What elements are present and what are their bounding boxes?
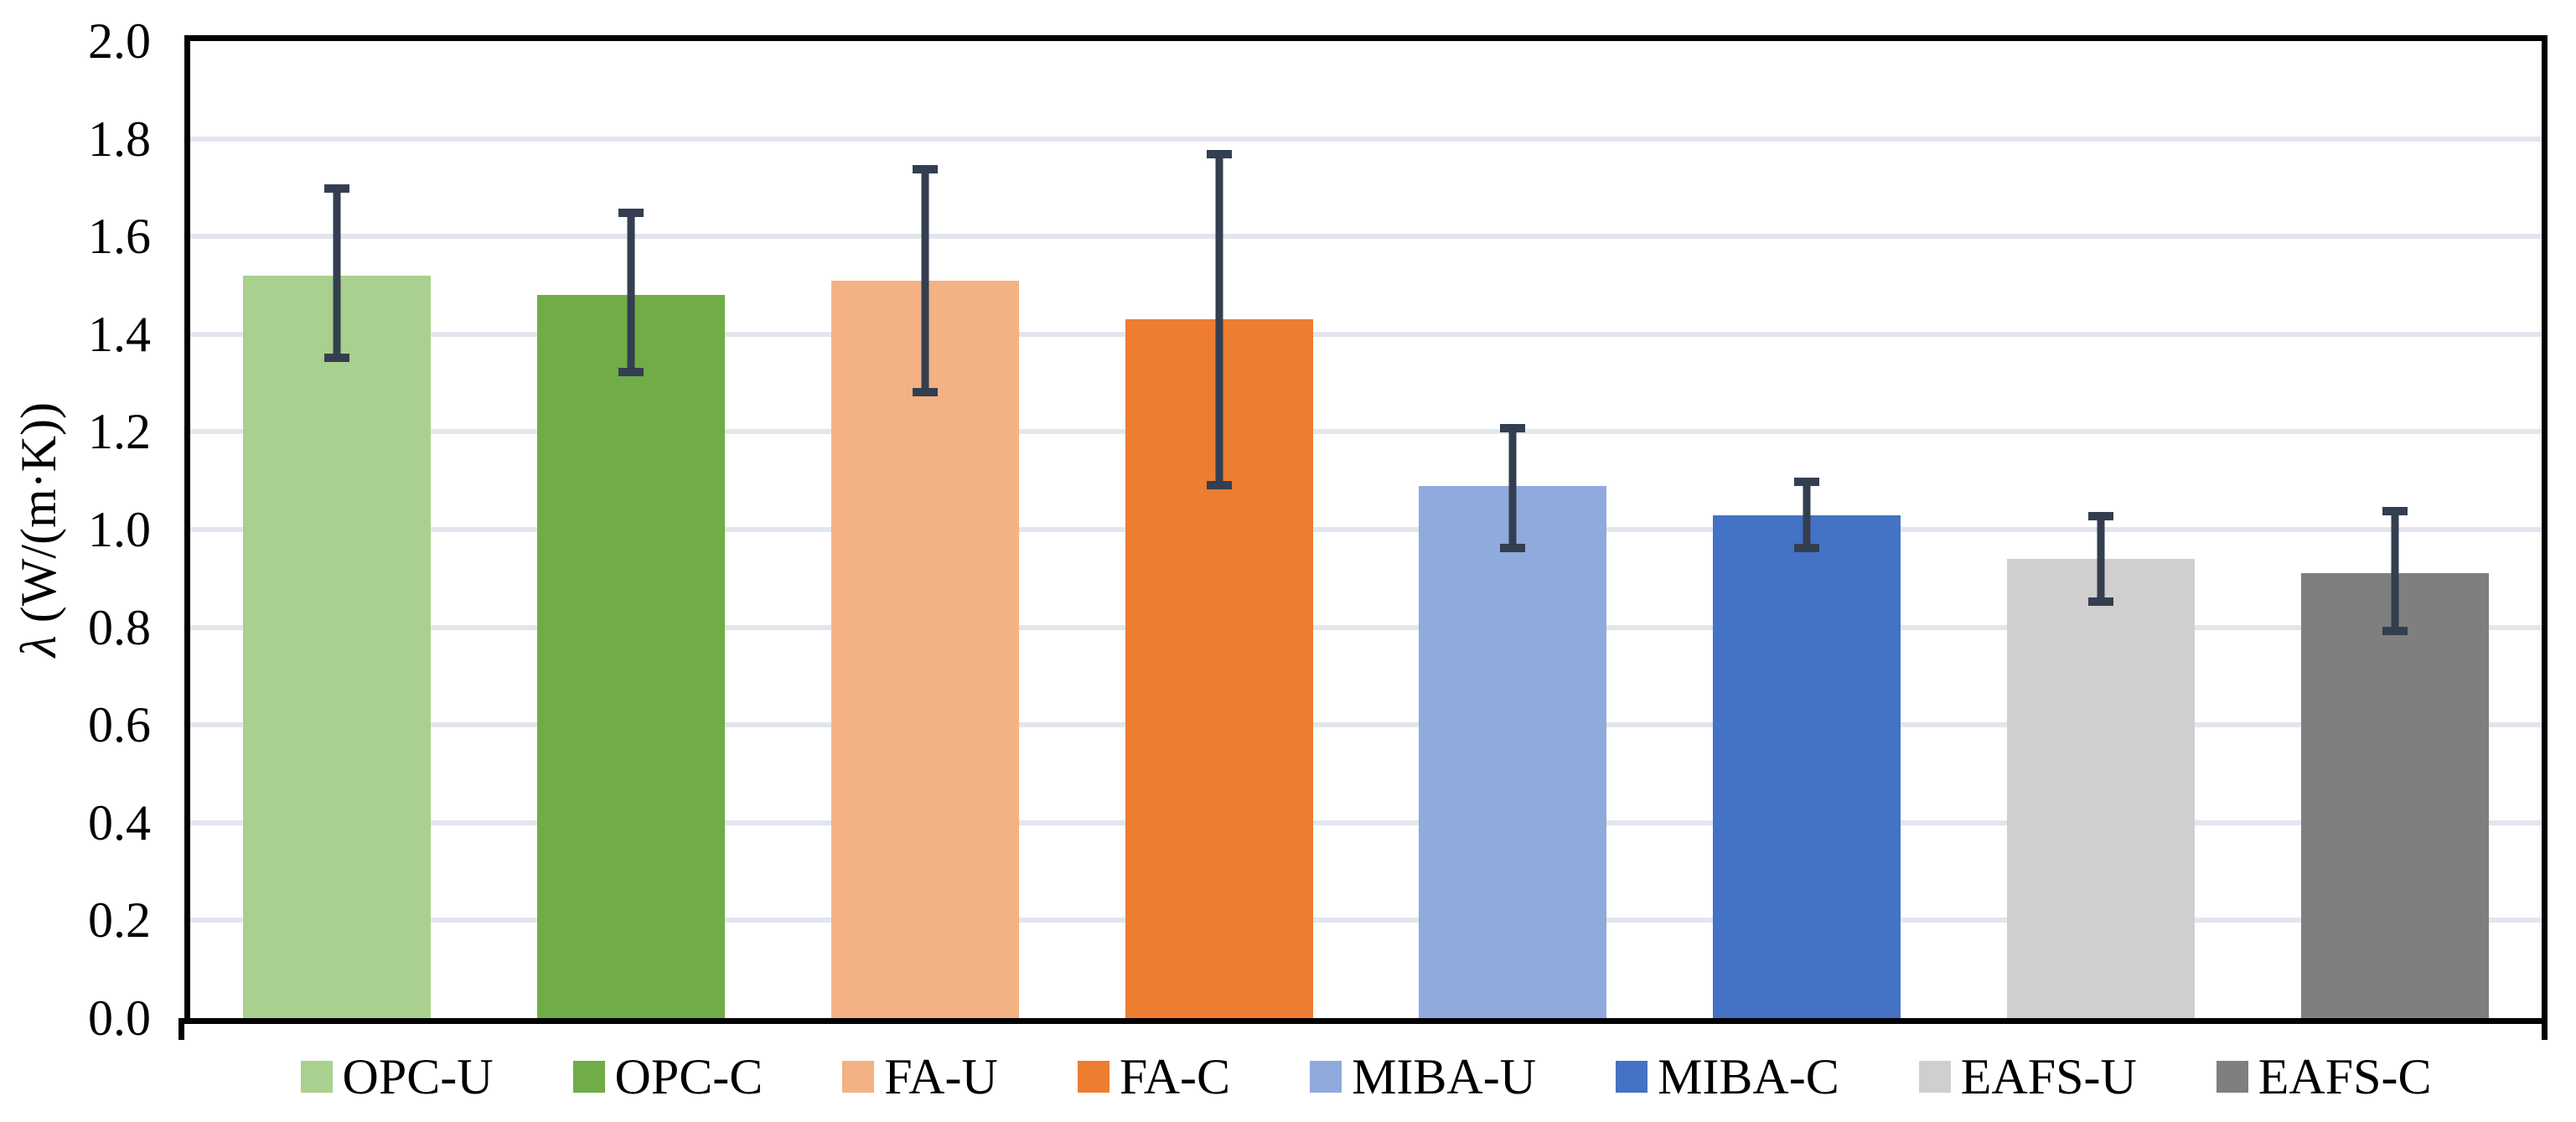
- error-bar-miba-c: [1803, 480, 1811, 550]
- y-tick-label: 1.8: [88, 111, 151, 167]
- category-slot-fa-c: [1072, 41, 1366, 1018]
- legend-swatch-fa-c: [1077, 1061, 1110, 1093]
- bar-miba-u: [1419, 485, 1607, 1018]
- legend-label-eafs-u: EAFS-U: [1960, 1048, 2137, 1104]
- legend-swatch-miba-u: [1310, 1061, 1342, 1093]
- error-bar-opc-c: [627, 212, 635, 374]
- y-tick-label: 1.0: [88, 502, 151, 557]
- y-axis-end-tick: [178, 1018, 184, 1040]
- gridline: [190, 527, 2542, 532]
- legend: OPC-U OPC-C FA-U FA-C MIBA-U MIBA-C EAFS-U EAFS…: [184, 1045, 2548, 1109]
- category-slot-opc-u: [190, 41, 484, 1018]
- error-cap-bottom-opc-c: [618, 368, 644, 377]
- error-cap-bottom-eafs-u: [2087, 597, 2113, 607]
- legend-item-opc-c: OPC-C: [572, 1048, 763, 1106]
- legend-label-fa-c: FA-C: [1119, 1048, 1231, 1104]
- error-cap-bottom-fa-c: [1206, 480, 1232, 489]
- gridline: [190, 918, 2542, 923]
- y-tick-label: 0.4: [88, 794, 151, 851]
- y-tick-label: 0.0: [88, 990, 151, 1046]
- legend-item-miba-c: MIBA-C: [1616, 1048, 1839, 1106]
- bars-layer: [190, 41, 2542, 1018]
- y-tick-label: 1.4: [88, 306, 151, 362]
- error-bar-miba-u: [1508, 427, 1517, 550]
- error-cap-top-eafs-u: [2087, 511, 2113, 520]
- legend-label-fa-u: FA-U: [884, 1048, 998, 1104]
- error-cap-top-opc-u: [324, 184, 350, 193]
- bar-opc-c: [537, 295, 726, 1018]
- gridline: [190, 429, 2542, 435]
- legend-swatch-eafs-c: [2216, 1061, 2248, 1093]
- legend-swatch-eafs-u: [1918, 1061, 1951, 1093]
- legend-label-eafs-c: EAFS-C: [2258, 1048, 2432, 1104]
- legend-item-eafs-c: EAFS-C: [2216, 1048, 2432, 1106]
- y-tick-label: 1.2: [88, 404, 151, 460]
- plot-area: [184, 35, 2548, 1024]
- error-cap-top-eafs-c: [2382, 506, 2408, 515]
- y-tick-label: 0.8: [88, 599, 151, 655]
- error-cap-top-opc-c: [618, 209, 644, 218]
- legend-item-eafs-u: EAFS-U: [1918, 1048, 2137, 1106]
- y-axis-tick-labels: 0.0 0.2 0.4 0.6 0.8 1.0 1.2 1.4 1.6 1.8 2.0: [0, 0, 151, 1122]
- bar-eafs-c: [2300, 573, 2489, 1018]
- y-tick-label: 2.0: [88, 13, 151, 69]
- gridline: [190, 136, 2542, 142]
- legend-swatch-opc-u: [300, 1061, 333, 1093]
- error-cap-top-fa-c: [1206, 150, 1232, 159]
- bar-miba-c: [1713, 514, 1901, 1018]
- legend-swatch-opc-c: [572, 1061, 605, 1093]
- legend-swatch-miba-c: [1616, 1061, 1648, 1093]
- legend-item-opc-u: OPC-U: [300, 1048, 494, 1106]
- category-slot-fa-u: [778, 41, 1073, 1018]
- error-cap-bottom-opc-u: [324, 353, 350, 362]
- legend-label-opc-u: OPC-U: [342, 1048, 494, 1104]
- y-tick-label: 0.6: [88, 697, 151, 753]
- bar-eafs-u: [2006, 558, 2195, 1018]
- error-bar-fa-u: [921, 168, 929, 393]
- legend-label-miba-c: MIBA-C: [1658, 1048, 1839, 1104]
- y-tick-label: 1.6: [88, 209, 151, 265]
- gridline: [190, 234, 2542, 240]
- error-bar-eafs-c: [2391, 509, 2399, 633]
- gridline: [190, 331, 2542, 337]
- category-slot-miba-c: [1660, 41, 1954, 1018]
- category-slot-eafs-c: [2248, 41, 2542, 1018]
- category-slot-eafs-u: [1954, 41, 2248, 1018]
- error-bar-eafs-u: [2097, 514, 2105, 603]
- category-slot-opc-c: [484, 41, 778, 1018]
- legend-swatch-fa-u: [842, 1061, 875, 1093]
- y-tick-label: 0.2: [88, 892, 151, 949]
- gridline: [190, 722, 2542, 728]
- legend-item-fa-c: FA-C: [1077, 1048, 1231, 1106]
- legend-label-opc-c: OPC-C: [614, 1048, 763, 1104]
- error-bar-fa-c: [1215, 153, 1223, 486]
- legend-item-miba-u: MIBA-U: [1310, 1048, 1536, 1106]
- error-cap-top-fa-u: [912, 164, 938, 173]
- legend-item-fa-u: FA-U: [842, 1048, 998, 1106]
- error-cap-bottom-fa-u: [912, 387, 938, 396]
- bar-opc-u: [243, 275, 432, 1018]
- legend-label-miba-u: MIBA-U: [1352, 1048, 1537, 1104]
- error-bar-opc-u: [333, 187, 341, 359]
- error-cap-top-miba-u: [1500, 423, 1526, 432]
- bar-fa-u: [830, 280, 1019, 1018]
- x-axis-end-tick: [2542, 1018, 2548, 1040]
- error-cap-bottom-miba-u: [1500, 544, 1526, 553]
- gridline: [190, 624, 2542, 630]
- error-cap-top-miba-c: [1794, 477, 1820, 486]
- error-cap-bottom-eafs-c: [2382, 627, 2408, 636]
- gridline: [190, 820, 2542, 825]
- category-slot-miba-u: [1366, 41, 1660, 1018]
- error-cap-bottom-miba-c: [1794, 544, 1820, 553]
